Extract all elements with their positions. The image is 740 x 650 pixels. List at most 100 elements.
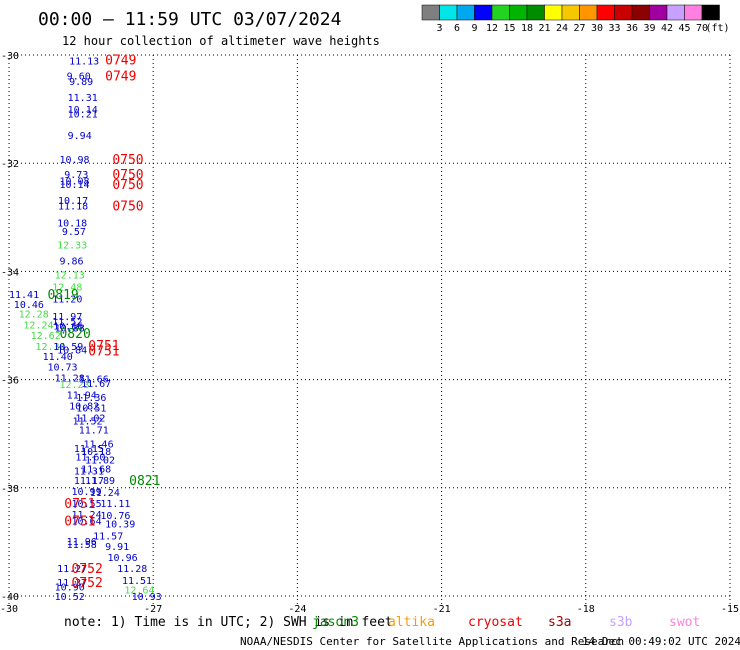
- wave-height-label: 10.88: [55, 324, 85, 335]
- wave-height-label: 11.11: [100, 499, 130, 510]
- x-tick-label: -24: [288, 604, 306, 615]
- chart-title: 00:00 – 11:59 UTC 03/07/2024: [38, 9, 341, 30]
- scale-swatch: [596, 4, 615, 21]
- footer-credit: NOAA/NESDIS Center for Satellite Applica…: [240, 635, 624, 648]
- wave-height-label: 11.40: [43, 352, 73, 363]
- y-tick-label: -36: [1, 376, 19, 387]
- wave-height-label: 11.13: [69, 56, 99, 67]
- wave-height-label: 12.64: [124, 586, 154, 597]
- wave-height-label: 12.48: [52, 283, 82, 294]
- wave-height-label: 10.82: [69, 402, 99, 413]
- scale-swatch: [509, 4, 528, 21]
- wave-height-label: 11.31: [68, 93, 98, 104]
- x-tick-label: -21: [433, 604, 451, 615]
- wave-height-label: 11.15: [74, 444, 104, 455]
- wave-height-label: 11.28: [117, 564, 147, 575]
- satellite-s3b: s3b: [609, 615, 633, 630]
- wave-height-label: 11.28: [55, 373, 85, 384]
- wave-height-label: 11.66: [79, 375, 109, 386]
- wave-height-label: 11.71: [79, 425, 109, 436]
- scale-label: 21: [538, 23, 550, 34]
- wave-height-label: 11.18: [58, 201, 88, 212]
- scale-label: 9: [471, 23, 477, 34]
- wave-height-label: 11.89: [85, 476, 115, 487]
- wave-height-label: 12.23: [59, 380, 89, 391]
- wave-height-label: 10.96: [108, 553, 138, 564]
- wave-height-label: 12.34: [35, 342, 65, 353]
- wave-height-label: 11.57: [93, 531, 123, 542]
- scale-swatch: [439, 4, 458, 21]
- wave-height-label: 9.94: [68, 131, 92, 142]
- scale-swatch: [544, 4, 563, 21]
- pass-time-label: 0752: [71, 562, 102, 577]
- wave-height-label: 12.13: [55, 271, 85, 282]
- y-tick-label: -40: [1, 592, 19, 603]
- wave-height-label: 11.02: [75, 413, 105, 424]
- y-tick-label: -38: [1, 484, 19, 495]
- scale-label: (ft): [705, 23, 729, 34]
- scale-label: 15: [503, 23, 515, 34]
- wave-height-label: 10.55: [71, 499, 101, 510]
- chart-subtitle: 12 hour collection of altimeter wave hei…: [62, 34, 380, 48]
- scale-label: 33: [608, 23, 620, 34]
- pass-time-label: 0751: [88, 344, 119, 359]
- scale-label: 30: [591, 23, 603, 34]
- scale-label: 42: [661, 23, 673, 34]
- satellite-cryosat: cryosat: [468, 615, 523, 630]
- wave-height-label: 11.17: [74, 476, 104, 487]
- satellite-legend: jason3 altika cryosat s3a s3b swot: [312, 615, 700, 630]
- wave-height-label: 11.67: [81, 379, 111, 390]
- satellite-jason3: jason3: [312, 615, 359, 630]
- wave-height-label: 9.57: [62, 227, 86, 238]
- y-tick-label: -30: [1, 51, 19, 62]
- pass-time-label: 0749: [105, 70, 136, 85]
- wave-height-label: 11.36: [76, 393, 106, 404]
- wave-height-label: 11.20: [52, 294, 82, 305]
- wave-height-label: 11.51: [122, 576, 152, 587]
- scale-label: 12: [486, 23, 498, 34]
- wave-height-label: 11.96: [67, 537, 97, 548]
- wave-height-label: 12.33: [57, 240, 87, 251]
- wave-height-label: 11.52: [52, 317, 82, 328]
- wave-height-label: 10.93: [132, 592, 162, 603]
- x-tick-label: -27: [144, 604, 162, 615]
- scale-swatch: [421, 4, 440, 21]
- scale-swatch: [474, 4, 493, 21]
- x-tick-label: -15: [721, 604, 739, 615]
- pass-time-labels: 0749074907500750075007500819082007510751…: [47, 53, 160, 591]
- pass-time-label: 0751: [88, 339, 119, 354]
- satellite-s3a: s3a: [548, 615, 571, 630]
- wave-height-labels: 11.139.609.8911.3110.1410.219.9410.989.7…: [9, 56, 162, 603]
- wave-height-label: 10.18: [57, 219, 87, 230]
- x-axis-ticks: -30 -27 -24 -21 -18 -15: [0, 604, 739, 615]
- pass-time-label: 0750: [112, 178, 143, 193]
- wave-height-label: 10.99: [71, 487, 101, 498]
- scale-label: 36: [626, 23, 638, 34]
- wave-height-label: 10.73: [47, 363, 77, 374]
- pass-time-label: 0750: [112, 153, 143, 168]
- wave-height-label: 9.60: [67, 72, 91, 83]
- wave-height-label: 10.14: [59, 180, 89, 191]
- wave-height-label: 11.24: [90, 488, 120, 499]
- wave-height-label: 10.64: [71, 516, 101, 527]
- satellite-altika: altika: [388, 615, 435, 630]
- wave-height-label: 9.73: [64, 170, 88, 181]
- wave-height-label: 12.62: [31, 331, 61, 342]
- pass-time-label: 0819: [47, 288, 78, 303]
- scale-swatch: [491, 4, 510, 21]
- wave-height-label: 12.24: [23, 320, 53, 331]
- wave-height-label: 10.59: [53, 342, 83, 353]
- scale-label: 45: [678, 23, 690, 34]
- scale-swatch: [684, 4, 703, 21]
- y-tick-label: -34: [1, 267, 19, 278]
- scale-swatch: [579, 4, 598, 21]
- wave-height-label: 11.60: [75, 452, 105, 463]
- scale-swatch: [561, 4, 580, 21]
- scale-swatch: [666, 4, 685, 21]
- scale-swatch: [649, 4, 668, 21]
- scale-label: 3: [436, 23, 442, 34]
- wave-height-label: 11.52: [72, 417, 102, 428]
- wave-height-label: 10.39: [105, 520, 135, 531]
- pass-time-label: 0821: [129, 474, 160, 489]
- scale-swatch: [631, 4, 650, 21]
